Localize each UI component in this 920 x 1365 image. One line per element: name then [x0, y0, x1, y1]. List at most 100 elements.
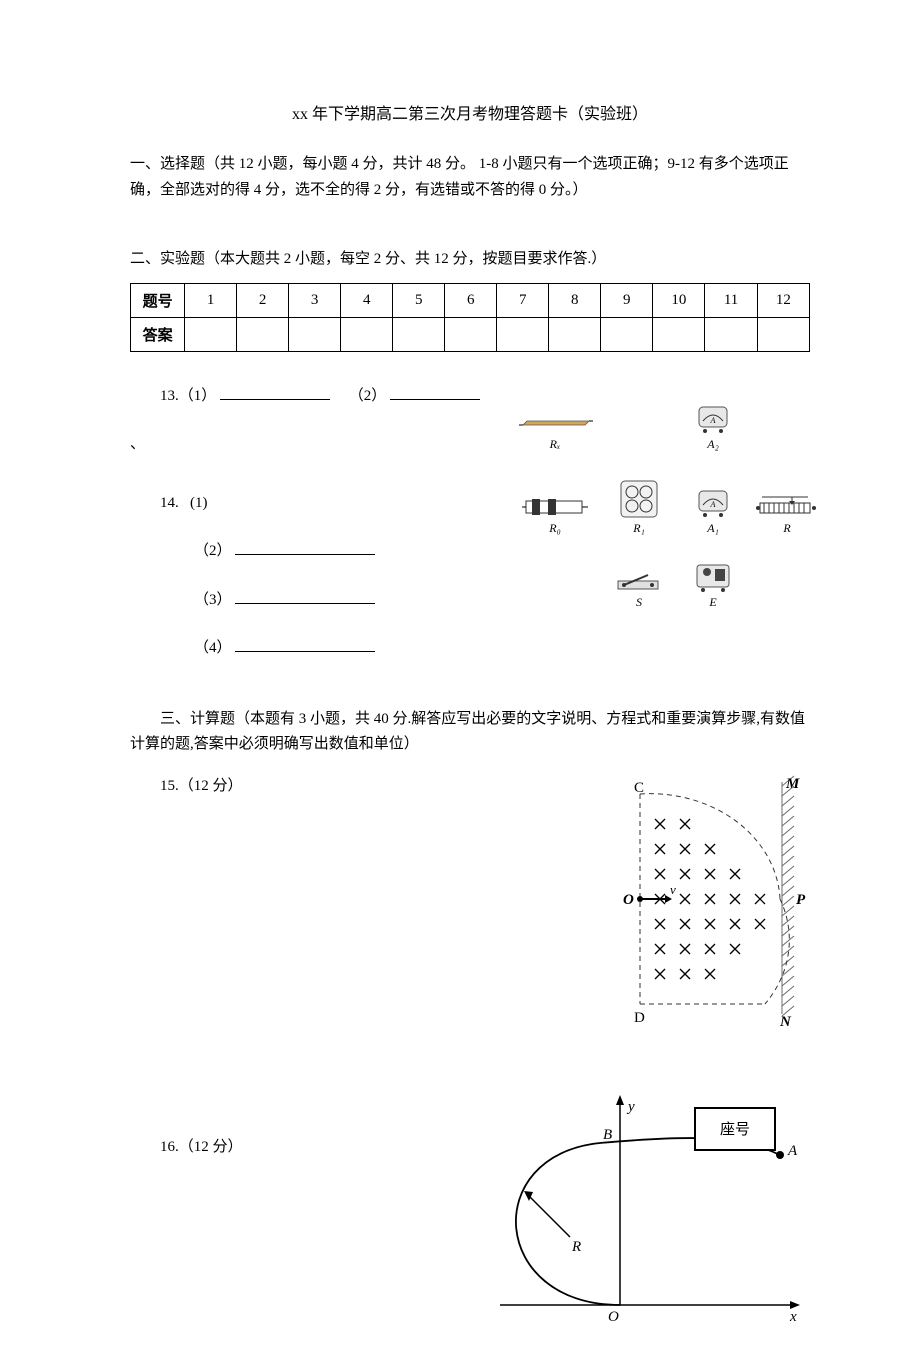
comp-R0: R₀: [510, 456, 600, 536]
svg-text:A: A: [710, 416, 716, 425]
col-3: 3: [289, 283, 341, 317]
row2-label: 答案: [131, 317, 185, 351]
label-D: D: [634, 1010, 645, 1026]
ans-cell: [549, 317, 601, 351]
ammeter-icon: A: [693, 487, 733, 521]
comp-R: R: [752, 456, 822, 536]
col-6: 6: [445, 283, 497, 317]
q16-figure: 座号 y x O: [470, 1095, 810, 1325]
section3-heading: 三、计算题（本题有 3 小题，共 40 分.解答应写出必要的文字说明、方程式和重…: [130, 707, 810, 758]
table-row: 题号 1 2 3 4 5 6 7 8 9 10 11 12: [131, 283, 810, 317]
resistor-icon: [515, 411, 595, 437]
switch-icon: [614, 567, 664, 595]
q14-line4: （4）: [194, 634, 510, 663]
col-11: 11: [705, 283, 757, 317]
comp-Rx: Rₓ: [510, 382, 600, 452]
section1-heading: 一、选择题（共 12 小题，每小题 4 分，共计 48 分。 1-8 小题只有一…: [130, 152, 810, 203]
q15-left: 15.（12 分）: [130, 774, 610, 795]
row1-label: 题号: [131, 283, 185, 317]
q15-figure: C M O v P D N: [610, 774, 810, 1039]
label-A1: A₁: [707, 521, 719, 536]
label-Rx: Rₓ: [550, 437, 561, 452]
blank-line: [220, 385, 330, 400]
battery-icon: [691, 559, 735, 595]
q14-line3: （3）: [194, 586, 510, 615]
answer-table: 题号 1 2 3 4 5 6 7 8 9 10 11 12 答案: [130, 283, 810, 352]
resistorbox-icon: [520, 495, 590, 521]
seat-label: 座号: [720, 1118, 750, 1139]
q14-p3: （3）: [194, 592, 232, 608]
label-v: v: [670, 882, 676, 897]
components-grid: Rₓ A A₂: [510, 382, 810, 610]
comp-A1: A A₁: [678, 456, 748, 536]
section2-text: 二、实验题（本大题共 2 小题，每空 2 分、共 12 分，按题目要求作答.）: [130, 251, 606, 267]
ans-cell: [705, 317, 757, 351]
label-M: M: [785, 776, 800, 792]
q13-14-block: 13.（1） （2） 、 14. (1) （2） （3） （4）: [130, 382, 810, 683]
rheostat-dial-icon: [617, 477, 661, 521]
section1-text: 一、选择题（共 12 小题，每小题 4 分，共计 48 分。 1-8 小题只有一…: [130, 156, 789, 198]
label-O: O: [623, 892, 634, 908]
section2-heading: 二、实验题（本大题共 2 小题，每空 2 分、共 12 分，按题目要求作答.）: [130, 247, 810, 273]
ans-cell: [341, 317, 393, 351]
ans-cell: [757, 317, 809, 351]
comp-A2: A A₂: [678, 382, 748, 452]
blank-line: [235, 589, 375, 604]
ans-cell: [185, 317, 237, 351]
ans-cell: [653, 317, 705, 351]
label-R1: R₁: [633, 521, 645, 536]
label-A: A: [787, 1143, 798, 1159]
comp-E: E: [678, 540, 748, 610]
label-Rarc: R: [571, 1239, 581, 1255]
q16: 16.（12 分） 座号: [130, 1095, 810, 1325]
col-5: 5: [393, 283, 445, 317]
label-S: S: [636, 595, 642, 610]
table-row: 答案: [131, 317, 810, 351]
ans-cell: [497, 317, 549, 351]
label-B: B: [603, 1127, 612, 1143]
label-A2: A₂: [707, 437, 719, 452]
q13-tail: 、: [130, 430, 510, 459]
col-4: 4: [341, 283, 393, 317]
ans-cell: [445, 317, 497, 351]
page: xx 年下学期高二第三次月考物理答题卡（实验班） 一、选择题（共 12 小题，每…: [0, 0, 920, 1365]
q14-prefix: 14.: [160, 495, 179, 511]
q15: 15.（12 分）: [130, 774, 810, 1039]
components-panel: Rₓ A A₂: [510, 382, 810, 610]
label-R: R: [783, 521, 790, 536]
label-x: x: [789, 1309, 797, 1325]
q15-label: 15.（12 分）: [160, 774, 610, 795]
comp-R1: R₁: [604, 456, 674, 536]
col-1: 1: [185, 283, 237, 317]
label-E: E: [709, 595, 716, 610]
col-10: 10: [653, 283, 705, 317]
col-8: 8: [549, 283, 601, 317]
q16-left: 16.（12 分）: [130, 1095, 470, 1156]
blank-line: [390, 385, 480, 400]
label-N: N: [779, 1014, 792, 1030]
section3-text: 三、计算题（本题有 3 小题，共 40 分.解答应写出必要的文字说明、方程式和重…: [130, 711, 805, 753]
section3: 三、计算题（本题有 3 小题，共 40 分.解答应写出必要的文字说明、方程式和重…: [130, 707, 810, 1325]
q14-line1: 14. (1): [160, 489, 510, 518]
blank-line: [235, 637, 375, 652]
label-P: P: [796, 892, 806, 908]
field-diagram-icon: C M O v P D N: [610, 774, 810, 1034]
svg-text:A: A: [710, 500, 716, 509]
col-7: 7: [497, 283, 549, 317]
ans-cell: [601, 317, 653, 351]
blank-line: [235, 540, 375, 555]
q13-prefix: 13.（1）: [160, 388, 216, 404]
ans-cell: [393, 317, 445, 351]
q13-part2: （2）: [349, 388, 387, 404]
ans-cell: [289, 317, 341, 351]
label-y: y: [626, 1099, 635, 1115]
q14-line2: （2）: [194, 537, 510, 566]
col-12: 12: [757, 283, 809, 317]
q13-line: 13.（1） （2）: [160, 382, 510, 411]
q16-label: 16.（12 分）: [160, 1135, 470, 1156]
col-2: 2: [237, 283, 289, 317]
col-9: 9: [601, 283, 653, 317]
ammeter-icon: A: [693, 403, 733, 437]
label-R0: R₀: [549, 521, 561, 536]
q13-14-left: 13.（1） （2） 、 14. (1) （2） （3） （4）: [130, 382, 510, 683]
